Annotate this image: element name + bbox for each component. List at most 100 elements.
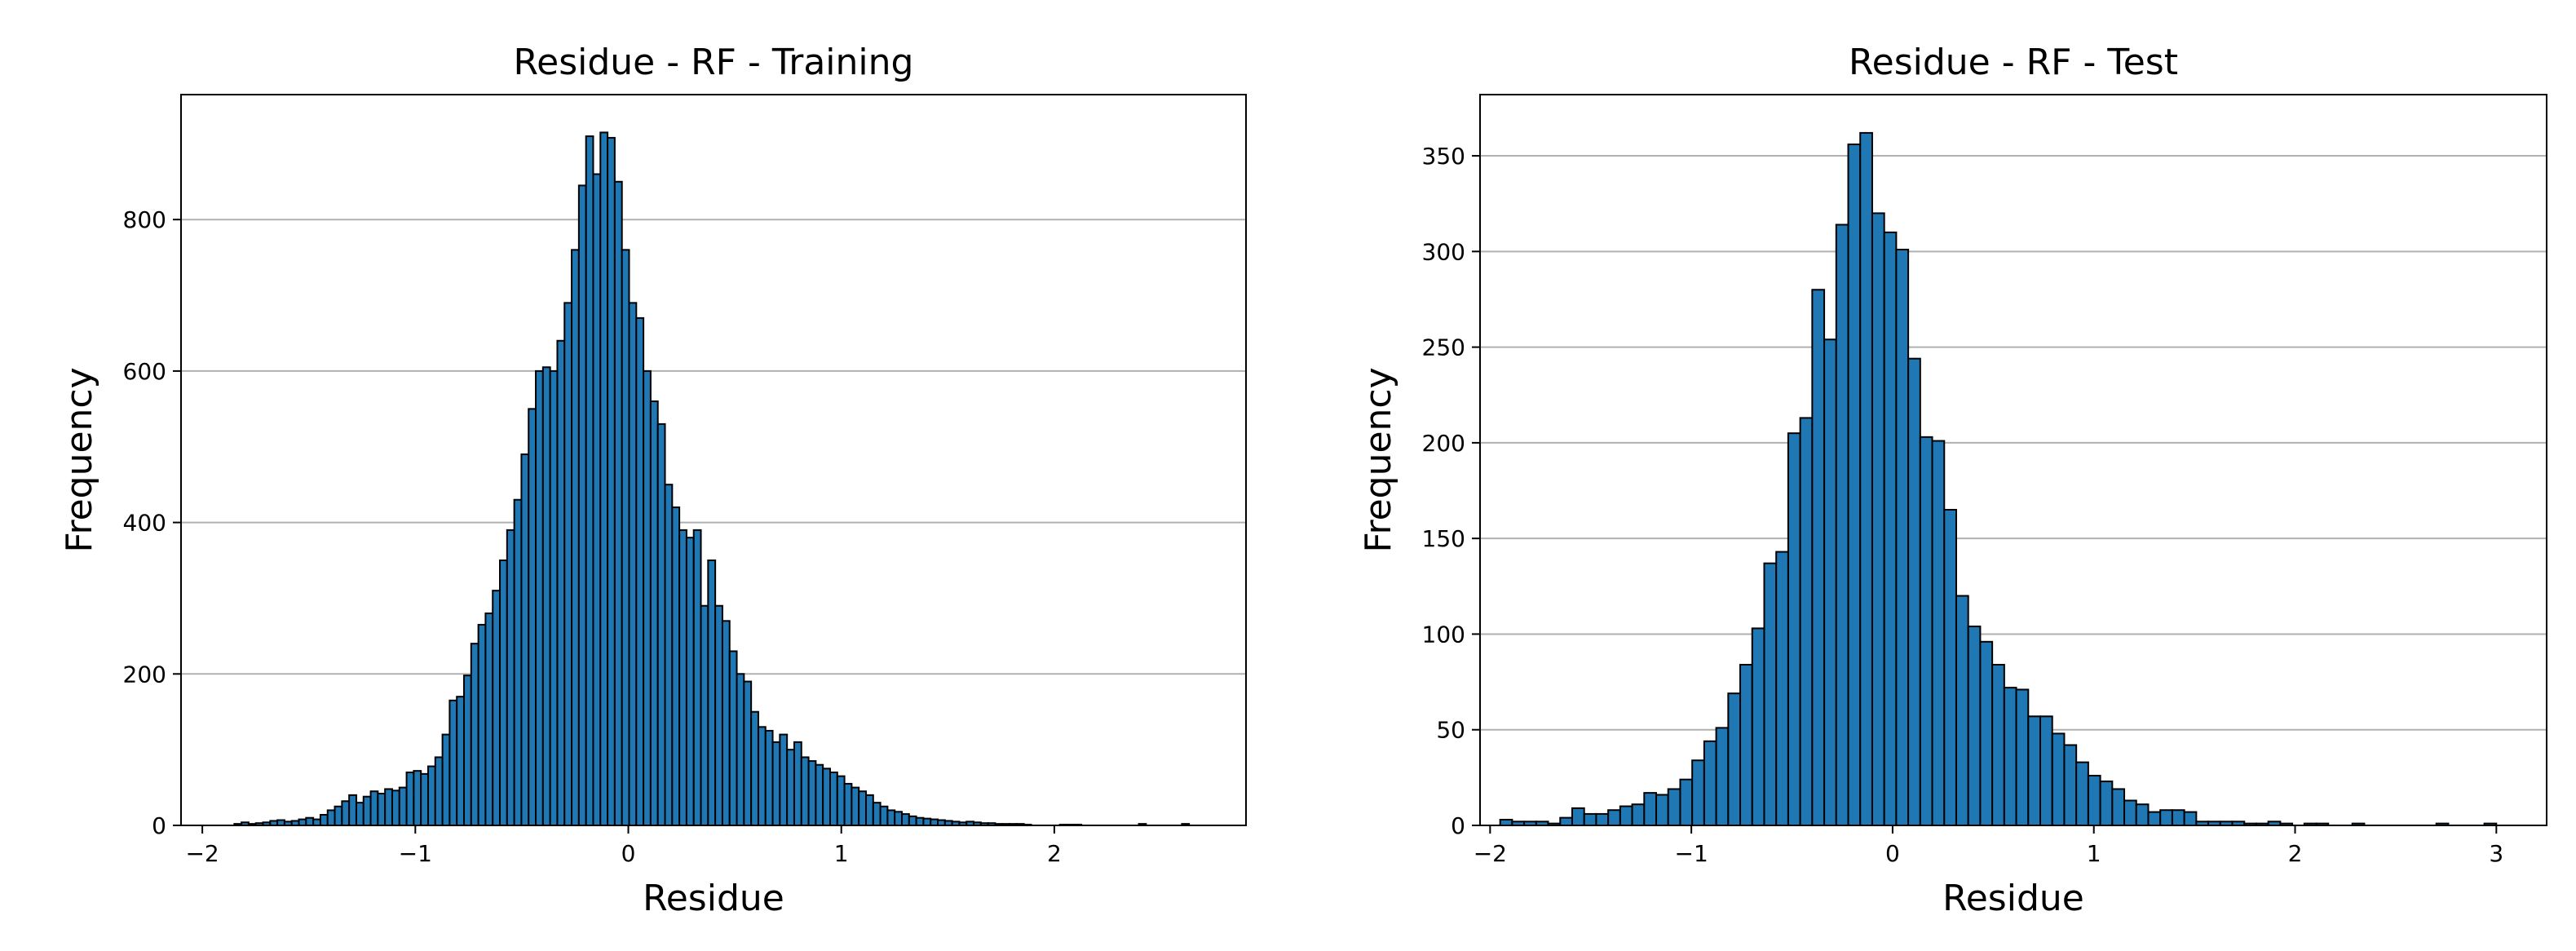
histogram-bar <box>714 604 723 827</box>
histogram-bar <box>2015 688 2030 826</box>
histogram-bar <box>1667 788 1681 827</box>
histogram-bar <box>470 643 479 827</box>
histogram-bar <box>930 818 939 827</box>
y-tick-label: 0 <box>152 812 166 839</box>
histogram-bar <box>549 369 559 826</box>
histogram-bar <box>1931 440 1946 826</box>
x-tick-label: 2 <box>1047 840 1062 867</box>
histogram-bar <box>1607 809 1621 826</box>
histogram-bar <box>369 790 379 826</box>
histogram-bar <box>800 756 810 827</box>
histogram-bar <box>700 604 709 827</box>
histogram-bar <box>786 749 795 827</box>
histogram-bar <box>1847 143 1862 826</box>
histogram-bar <box>692 529 702 826</box>
y-tick-label: 200 <box>1422 430 1465 457</box>
histogram-bar <box>441 733 451 827</box>
histogram-bar <box>851 786 860 827</box>
y-tick-label: 200 <box>123 661 166 688</box>
histogram-bar <box>2111 788 2126 827</box>
histogram-bar <box>362 795 372 827</box>
x-ticks: −2 −1 0 1 2 3 <box>1474 825 2503 867</box>
histogram-bar <box>1823 338 1837 827</box>
histogram-bar <box>1691 759 1705 826</box>
histogram-bars <box>233 131 1191 827</box>
histogram-bar <box>1775 551 1789 826</box>
histogram-bar <box>426 765 436 827</box>
x-tick-label: 3 <box>2489 840 2503 867</box>
histogram-bar <box>571 249 580 826</box>
y-axis-label: Frequency <box>59 367 100 552</box>
y-axis-label: Frequency <box>1358 367 1399 552</box>
histogram-bar <box>771 741 781 827</box>
y-tick-label: 400 <box>123 510 166 537</box>
histogram-bar <box>736 673 745 827</box>
histogram-bar <box>477 623 487 826</box>
histogram-bars <box>1499 131 2498 827</box>
histogram-bar <box>901 813 910 826</box>
histogram-bar <box>843 782 853 826</box>
histogram-bar <box>305 816 315 827</box>
histogram-bar <box>1895 248 1910 827</box>
x-axis-label: Residue <box>1942 878 2084 919</box>
histogram-bar <box>2147 811 2162 827</box>
histogram-bar <box>563 302 573 826</box>
histogram-bar <box>764 729 774 826</box>
histogram-bar <box>556 339 566 826</box>
histogram-bar <box>341 800 351 827</box>
x-tick-label: 0 <box>621 840 636 867</box>
histogram-bar <box>1991 663 2005 826</box>
histogram-bar <box>793 741 802 827</box>
y-ticks: 0 200 400 600 800 <box>123 206 181 839</box>
histogram-bar <box>649 400 659 826</box>
histogram-bar <box>448 699 458 826</box>
histogram-bar <box>685 537 695 826</box>
histogram-bar <box>1715 727 1730 826</box>
axes-frame <box>1479 94 2547 826</box>
histogram-bar <box>858 790 867 826</box>
histogram-bar <box>434 756 444 827</box>
histogram-bar <box>872 802 881 827</box>
histogram-bar <box>413 770 422 827</box>
histogram-bar <box>577 184 587 827</box>
histogram-bar <box>2135 803 2150 827</box>
histogram-bar <box>2099 781 2114 827</box>
histogram-bar <box>664 484 674 826</box>
histogram-bar <box>599 131 609 826</box>
x-tick-label: 0 <box>1885 840 1900 867</box>
y-tick-label: 150 <box>1422 525 1465 552</box>
histogram-bar <box>1499 818 1513 827</box>
histogram-bar <box>1559 816 1573 826</box>
histogram-bar <box>2063 744 2078 827</box>
histogram-bar <box>1943 508 1957 827</box>
histogram-bar <box>1871 212 1885 826</box>
histogram-bar <box>1619 805 1633 826</box>
x-axis-label: Residue <box>643 878 784 919</box>
histogram-bar <box>484 613 494 827</box>
histogram-bar <box>528 408 537 826</box>
histogram-bar <box>656 422 666 826</box>
histogram-bar <box>1955 595 1969 827</box>
histogram-bar <box>828 772 838 827</box>
axes-frame <box>180 94 1247 826</box>
histogram-bar <box>635 316 645 826</box>
histogram-bar <box>864 794 874 827</box>
test-histogram-panel: −2 −1 0 1 2 3 0 50 100 150 200 250 300 350 Residue -… <box>1358 42 2547 919</box>
y-tick-label: 350 <box>1422 143 1465 170</box>
x-tick-label: −2 <box>1474 840 1507 867</box>
histogram-bar <box>348 794 357 827</box>
histogram-bar <box>326 809 336 827</box>
histogram-bar <box>1727 692 1742 826</box>
x-tick-label: 1 <box>2087 840 2101 867</box>
y-tick-label: 300 <box>1422 238 1465 265</box>
histogram-bar <box>1859 131 1873 826</box>
x-tick-label: 1 <box>834 840 849 867</box>
histogram-bar <box>894 811 904 827</box>
chart-title: Residue - RF - Test <box>1849 42 2178 83</box>
histogram-bar <box>499 560 508 826</box>
histogram-bar <box>377 793 387 827</box>
histogram-bar <box>2039 715 2053 826</box>
histogram-bar <box>721 620 731 827</box>
histogram-bar <box>707 560 717 826</box>
